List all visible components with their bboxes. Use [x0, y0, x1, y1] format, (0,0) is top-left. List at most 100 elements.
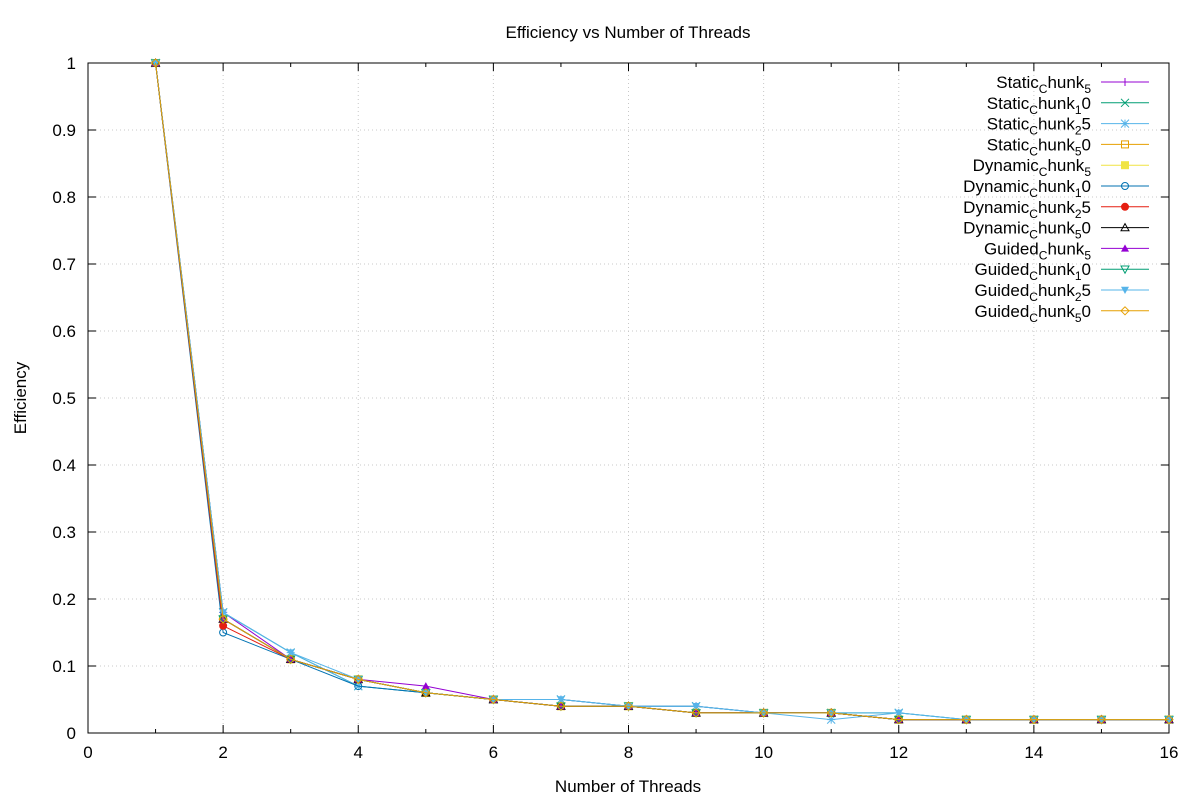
legend-label-part: 0	[1082, 94, 1091, 113]
legend-subscript: C	[1029, 207, 1038, 221]
legend-subscript: 2	[1075, 207, 1082, 221]
axis-ticks: 0 2 4 6 8 10 12 14 1600.10.20.30.40.50.60.70.80.…	[52, 54, 1178, 762]
data-point-marker	[1120, 119, 1130, 128]
legend-subscript: C	[1029, 290, 1038, 304]
x-tick-label: 10	[754, 743, 773, 762]
legend-subscript: C	[1029, 144, 1038, 158]
data-point-marker	[219, 609, 228, 617]
data-point-marker	[556, 701, 566, 711]
data-point-marker	[1120, 98, 1130, 108]
y-tick-label: 0.8	[52, 188, 76, 207]
legend-subscript: 2	[1075, 290, 1082, 304]
x-tick-label: 4	[354, 743, 363, 762]
legend-label-part: Static	[987, 94, 1030, 113]
legend-subscript: 5	[1084, 82, 1091, 96]
data-point-marker	[488, 694, 499, 705]
x-axis-title: Number of Threads	[555, 777, 701, 796]
legend-entry: GuidedChunk10	[974, 260, 1149, 283]
data-point-marker	[826, 715, 836, 724]
y-tick-label: 0.6	[52, 322, 76, 341]
legend-label-part: Dynamic	[963, 177, 1030, 196]
legend-entry: GuidedChunk50	[974, 302, 1149, 325]
data-point-marker	[421, 688, 431, 698]
y-tick-label: 0.1	[52, 657, 76, 676]
data-point-marker	[1120, 222, 1130, 232]
y-tick-label: 0.9	[52, 121, 76, 140]
x-tick-label: 6	[489, 743, 498, 762]
data-point-marker	[1121, 244, 1129, 252]
data-point-marker	[894, 714, 904, 725]
data-point-marker	[285, 654, 296, 665]
legend-label: DynamicChunk50	[963, 219, 1091, 242]
legend-subscript: 1	[1075, 269, 1082, 283]
data-point-marker	[894, 709, 903, 717]
legend-label: StaticChunk10	[987, 94, 1091, 117]
legend-label-part: hunk	[1038, 260, 1075, 279]
legend-label: GuidedChunk25	[974, 281, 1091, 304]
legend-label: StaticChunk50	[987, 135, 1091, 158]
legend-label-part: 0	[1082, 135, 1091, 154]
x-tick-label: 2	[218, 743, 227, 762]
legend-subscript: C	[1029, 103, 1038, 117]
y-tick-label: 0.4	[52, 456, 76, 475]
legend-label-part: 0	[1082, 260, 1091, 279]
data-point-marker	[1121, 78, 1129, 86]
legend-label-part: 5	[1082, 198, 1091, 217]
legend-subscript: C	[1039, 82, 1048, 96]
data-point-marker	[1121, 140, 1129, 149]
legend-subscript: 5	[1075, 228, 1082, 242]
legend-entry: DynamicChunk10	[963, 177, 1149, 200]
legend-label-part: 0	[1082, 302, 1091, 321]
legend-subscript: 5	[1075, 144, 1082, 158]
data-point-marker	[1164, 714, 1174, 725]
legend-label: GuidedChunk10	[974, 260, 1091, 283]
legend-label-part: hunk	[1038, 198, 1075, 217]
legend-subscript: C	[1029, 269, 1038, 283]
legend-label-part: 5	[1082, 115, 1091, 134]
legend-entry: DynamicChunk50	[963, 219, 1149, 242]
x-tick-label: 16	[1160, 743, 1179, 762]
legend-subscript: 5	[1084, 165, 1091, 179]
legend-entry: StaticChunk25	[987, 115, 1149, 138]
legend-label-part: Guided	[984, 239, 1039, 258]
legend-subscript: 5	[1075, 311, 1082, 325]
chart-title: Efficiency vs Number of Threads	[505, 23, 750, 42]
legend-label: DynamicChunk25	[963, 198, 1091, 221]
data-point-marker	[1121, 161, 1129, 170]
data-point-marker	[1096, 714, 1107, 725]
data-point-marker	[826, 708, 836, 718]
data-point-marker	[623, 701, 634, 711]
data-point-marker	[218, 614, 228, 624]
legend-subscript: C	[1029, 311, 1038, 325]
legend-label-part: Guided	[974, 281, 1029, 300]
legend-subscript: 1	[1075, 103, 1082, 117]
y-tick-label: 0.5	[52, 389, 76, 408]
data-point-marker	[691, 708, 701, 718]
legend-subscript: 1	[1075, 186, 1082, 200]
data-point-marker	[1121, 182, 1129, 190]
data-point-marker	[353, 674, 363, 685]
legend-label-part: 0	[1082, 219, 1091, 238]
legend-label-part: Dynamic	[963, 198, 1030, 217]
data-point-marker	[150, 58, 161, 68]
data-point-marker	[556, 696, 565, 704]
data-point-marker	[961, 714, 972, 725]
legend-label: DynamicChunk5	[973, 156, 1092, 179]
legend-label-part: hunk	[1047, 73, 1084, 92]
legend-label-part: Dynamic	[973, 156, 1040, 175]
data-point-marker	[286, 649, 295, 657]
legend-label: StaticChunk5	[996, 73, 1091, 96]
data-point-marker	[758, 708, 769, 718]
x-tick-label: 8	[624, 743, 633, 762]
data-point-marker	[1121, 202, 1129, 211]
legend-entry: DynamicChunk5	[973, 156, 1149, 179]
legend-subscript: C	[1039, 165, 1048, 179]
legend-label-part: Guided	[974, 302, 1029, 321]
legend-label-part: hunk	[1038, 94, 1075, 113]
legend-label-part: hunk	[1038, 281, 1075, 300]
legend-label-part: 0	[1082, 177, 1091, 196]
legend-entry: StaticChunk50	[987, 135, 1149, 158]
legend-label-part: hunk	[1038, 177, 1075, 196]
